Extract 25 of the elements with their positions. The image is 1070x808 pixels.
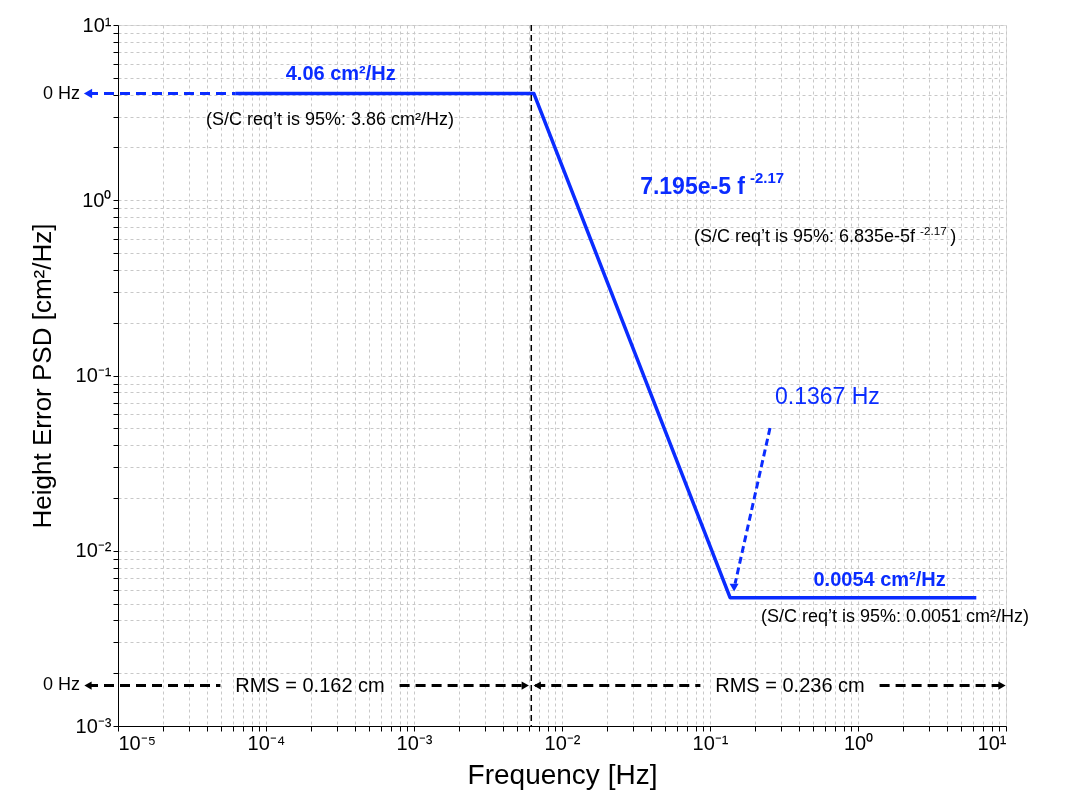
x-tick-label: 10⁰ (843, 731, 874, 754)
annotation: 7.195e-5 f-2.17 (640, 168, 785, 199)
annotation: 4.06 cm²/Hz (285, 61, 396, 84)
y-tick-label: 10⁻¹ (75, 364, 112, 386)
y-tick-label: 10⁰ (82, 188, 112, 211)
x-tick-label: 10¹ (977, 731, 1007, 754)
x-tick-label: 10⁻¹ (692, 731, 729, 754)
text: 0 Hz (42, 82, 80, 103)
annotation: 0.0054 cm²/Hz (813, 567, 946, 590)
x-tick-label: 10⁻⁵ (118, 731, 157, 754)
annotation: (S/C req’t is 95%: 6.835e-5f-2.17) (693, 223, 957, 246)
x-tick-label: 10⁻³ (396, 731, 433, 754)
y-tick-label: 10⁻² (75, 539, 112, 562)
y-axis-title: Height Error PSD [cm²/Hz] (26, 223, 57, 529)
y-tick-label: 10⁻³ (75, 714, 112, 737)
x-tick-label: 10⁻² (544, 731, 581, 754)
annotation: RMS = 0.236 cm (715, 673, 865, 696)
annotation: RMS = 0.162 cm (235, 673, 385, 696)
y-tick-label: 10¹ (82, 13, 112, 36)
annotation: (S/C req’t is 95%: 3.86 cm²/Hz) (205, 108, 455, 129)
text: 0 Hz (42, 674, 80, 694)
annotation: (S/C req’t is 95%: 0.0051 cm²/Hz) (760, 606, 1030, 626)
x-tick-label: 10⁻⁴ (247, 731, 286, 754)
annotation: 0.1367 Hz (775, 383, 880, 409)
x-axis-title: Frequency [Hz] (467, 758, 658, 790)
